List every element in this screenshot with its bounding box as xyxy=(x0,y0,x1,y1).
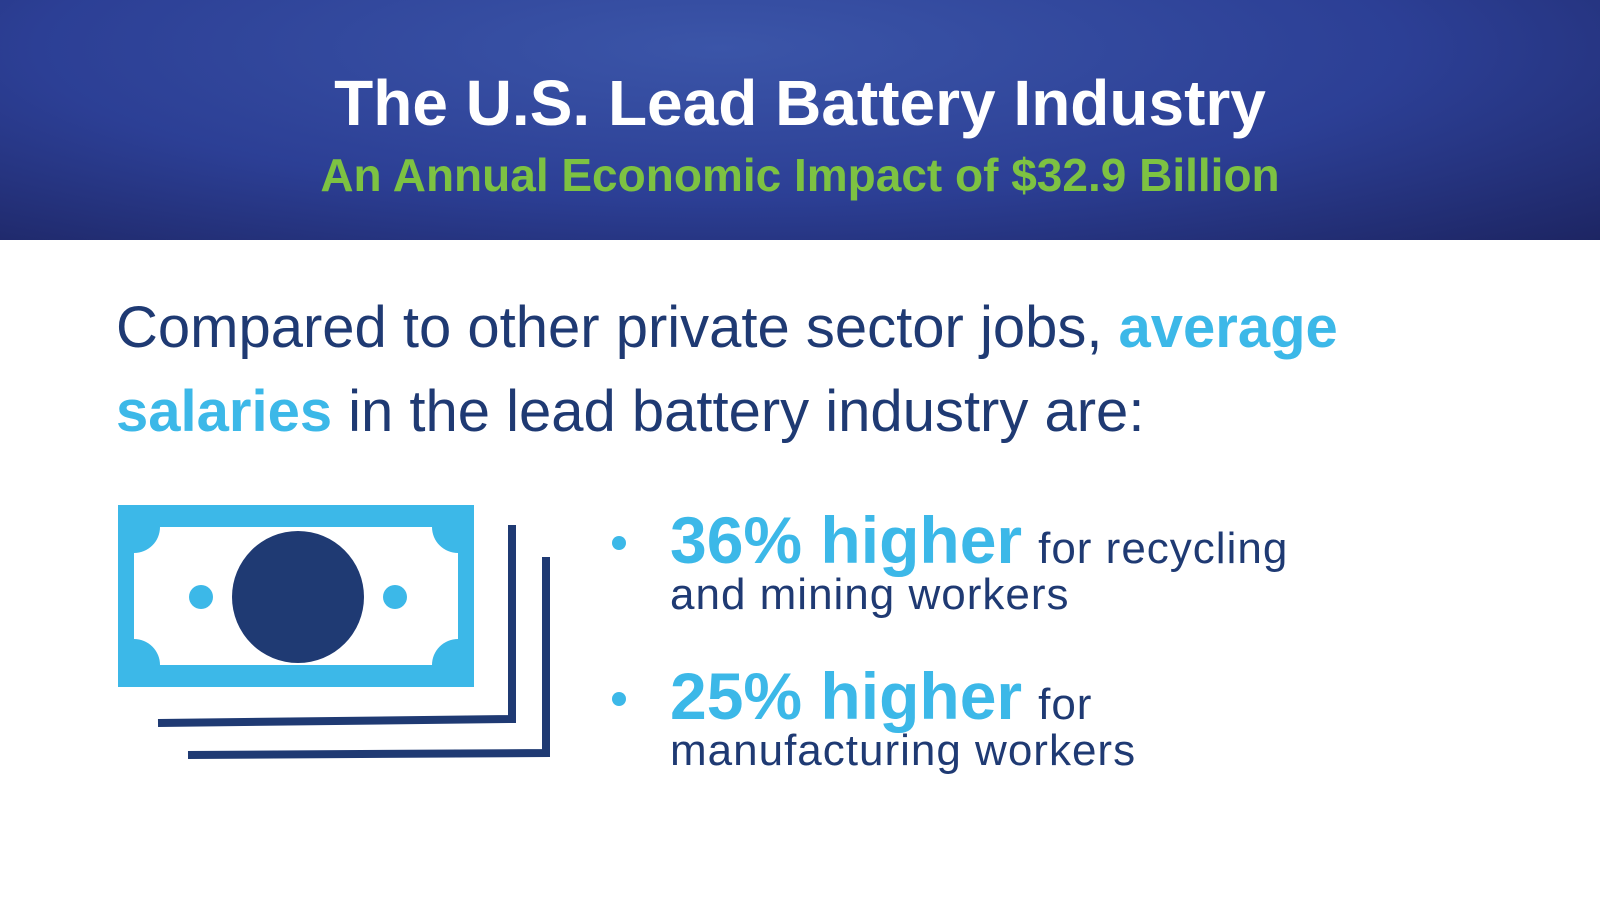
bullet-text: for xyxy=(1038,680,1093,729)
intro-line: Compared to other private sector jobs, av… xyxy=(116,286,1338,370)
bullet-text: for recycling xyxy=(1038,524,1289,573)
intro-highlight: salaries xyxy=(116,379,333,444)
bullet: 36% higher for recycling and mining worke… xyxy=(612,502,1288,620)
bullet-highlight: 36% higher xyxy=(670,503,1023,577)
title: The U.S. Lead Battery Industry xyxy=(334,67,1266,139)
subtitle: An Annual Economic Impact of $32.9 Billi… xyxy=(320,149,1280,201)
bill-dot xyxy=(383,585,407,609)
bullet-highlight: 25% higher xyxy=(670,659,1023,733)
intro-highlight: average xyxy=(1118,295,1338,360)
intro-text: Compared to other private sector jobs, xyxy=(116,295,1103,360)
intro-text: in the lead battery industry are: xyxy=(348,379,1145,444)
money-icon xyxy=(118,505,550,759)
bill-stack-line xyxy=(157,525,516,727)
bullet-text: and mining workers xyxy=(670,570,1070,619)
bullet-line: 25% higher for xyxy=(670,658,1136,734)
bullet-dot xyxy=(612,692,626,706)
bullet-dot xyxy=(612,536,626,550)
bill-dot xyxy=(189,585,213,609)
bullet-text: manufacturing workers xyxy=(670,726,1137,775)
intro: Compared to other private sector jobs, av… xyxy=(116,286,1338,454)
bullet: 25% higher for manufacturing workers xyxy=(612,658,1136,776)
bill-circle xyxy=(232,531,364,663)
bullet-line: 36% higher for recycling xyxy=(670,502,1288,578)
header: The U.S. Lead Battery Industry An Annual… xyxy=(0,0,1600,240)
bill-stack-line xyxy=(187,557,550,759)
intro-line: salaries in the lead battery industry are… xyxy=(116,370,1338,454)
